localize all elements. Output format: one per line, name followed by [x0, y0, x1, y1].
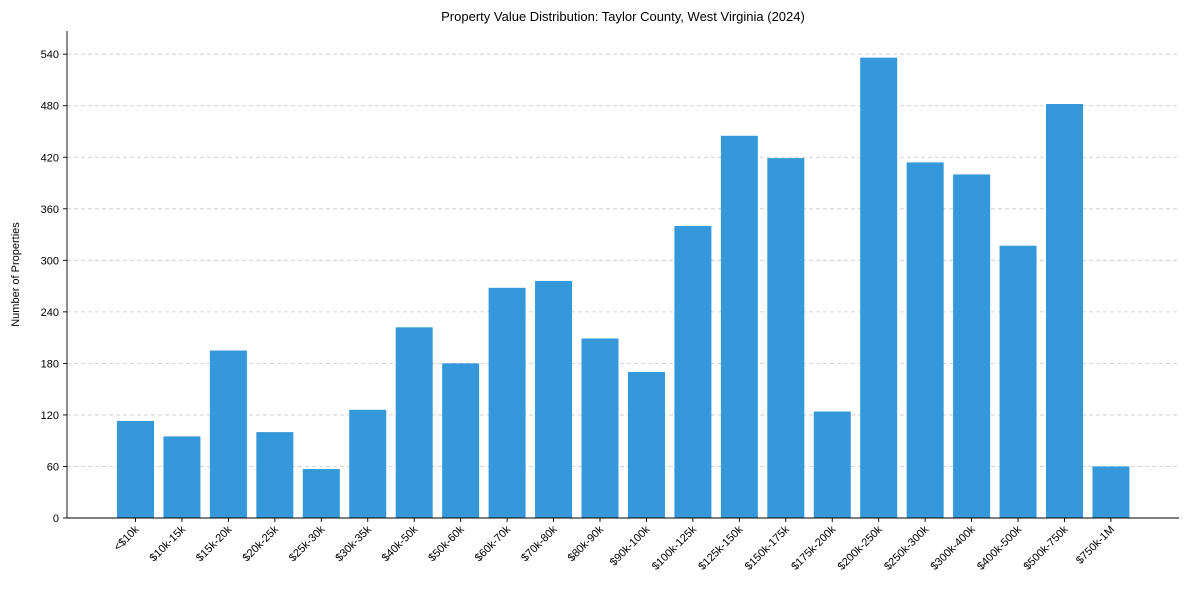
bar: [906, 162, 944, 518]
x-tick-label: <$10k: [112, 523, 142, 553]
bar: [349, 409, 387, 518]
bar: [163, 436, 201, 518]
bar: [1092, 466, 1130, 518]
grid-layer: [67, 53, 1179, 467]
bar: [395, 327, 433, 518]
x-tick-label: $80k-90k: [566, 523, 607, 564]
bar: [488, 287, 526, 518]
bar: [627, 371, 665, 518]
x-tick-label: $60k-70k: [473, 523, 514, 564]
x-tick-label: $175k-200k: [789, 523, 838, 572]
x-tick-label: $125k-150k: [696, 523, 745, 572]
bar: [581, 338, 619, 518]
x-tick-label: $25k-30k: [287, 523, 328, 564]
y-tick-label: 540: [41, 49, 59, 61]
chart-title: Property Value Distribution: Taylor Coun…: [441, 9, 805, 24]
bar: [953, 174, 991, 519]
x-tick-label: $250k-300k: [882, 523, 931, 572]
bar: [674, 225, 712, 518]
bar: [256, 432, 294, 518]
bar: [442, 363, 480, 518]
bar: [720, 135, 758, 518]
axes-layer: [66, 31, 1179, 519]
bar: [1046, 104, 1083, 519]
x-tick-label: $100k-125k: [650, 523, 699, 572]
y-tick-label: 60: [47, 461, 59, 473]
x-tick-label: $70k-80k: [519, 523, 560, 564]
y-tick-label: 420: [41, 152, 59, 164]
y-tick-label: 480: [41, 101, 59, 113]
y-tick-label: 180: [41, 358, 59, 370]
x-tick-label: $150k-175k: [743, 523, 792, 572]
y-axis-label: Number of Properties: [10, 222, 22, 327]
bar: [813, 411, 851, 518]
y-ticks: 0 60 120 180 240 300 360 420 480 540: [41, 49, 67, 525]
y-tick-label: 240: [41, 307, 59, 319]
bar: [117, 420, 154, 518]
x-tick-label: $300k-400k: [929, 523, 978, 572]
x-tick-label: $30k-35k: [333, 523, 374, 564]
x-tick-label: $40k-50k: [380, 523, 421, 564]
x-tick-label: $500k-750k: [1021, 523, 1070, 572]
x-tick-label: $750k-1M: [1074, 524, 1117, 567]
y-tick-label: 300: [41, 255, 59, 267]
x-ticks: <$10k $10k-15k $15k-20k $20k-25k $25k-30k $30…: [112, 518, 1117, 573]
x-tick-label: $10k-15k: [148, 523, 189, 564]
bar: [302, 469, 340, 518]
x-tick-label: $20k-25k: [240, 523, 281, 564]
x-tick-label: $50k-60k: [426, 523, 467, 564]
x-tick-label: $400k-500k: [975, 523, 1024, 572]
x-tick-label: $200k-250k: [836, 523, 885, 572]
bar: [999, 245, 1037, 519]
bar: [209, 350, 247, 518]
bars-layer: [117, 57, 1130, 519]
y-tick-label: 360: [41, 204, 59, 216]
x-tick-label: $15k-20k: [194, 523, 235, 564]
x-tick-label: $90k-100k: [608, 523, 653, 568]
bar: [767, 158, 805, 518]
y-tick-label: 120: [41, 410, 59, 422]
y-tick-label: 0: [53, 513, 59, 525]
bar: [535, 280, 573, 518]
bar: [860, 57, 898, 519]
